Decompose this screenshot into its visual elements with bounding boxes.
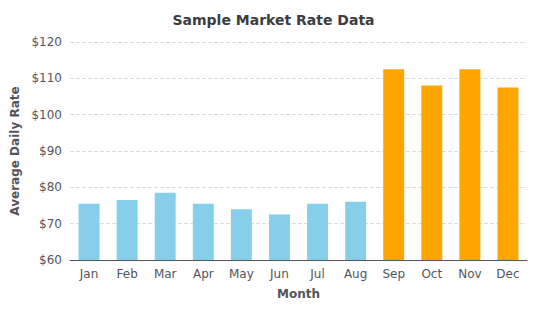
- svg-text:$70: $70: [39, 217, 62, 231]
- svg-text:May: May: [229, 267, 254, 281]
- svg-text:Average Daily Rate: Average Daily Rate: [8, 86, 22, 215]
- svg-text:Jan: Jan: [79, 267, 99, 281]
- svg-text:$100: $100: [31, 108, 62, 122]
- svg-text:Feb: Feb: [117, 267, 138, 281]
- svg-text:Month: Month: [277, 287, 320, 301]
- svg-text:Apr: Apr: [193, 267, 214, 281]
- svg-text:$120: $120: [31, 35, 62, 49]
- svg-text:Nov: Nov: [458, 267, 481, 281]
- svg-text:$60: $60: [39, 253, 62, 267]
- svg-text:$90: $90: [39, 144, 62, 158]
- svg-text:Dec: Dec: [496, 267, 519, 281]
- svg-text:Mar: Mar: [154, 267, 177, 281]
- svg-text:$110: $110: [31, 71, 62, 85]
- svg-text:Sep: Sep: [382, 267, 405, 281]
- svg-text:Jul: Jul: [309, 267, 324, 281]
- svg-text:$80: $80: [39, 180, 62, 194]
- svg-text:Jun: Jun: [269, 267, 289, 281]
- svg-text:Aug: Aug: [344, 267, 367, 281]
- svg-text:Sample Market Rate Data: Sample Market Rate Data: [172, 12, 374, 28]
- svg-text:Oct: Oct: [421, 267, 442, 281]
